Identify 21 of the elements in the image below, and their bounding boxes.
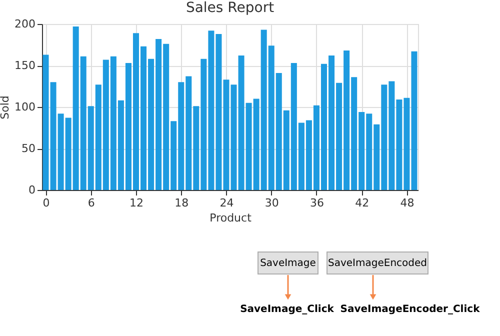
y-tick-label: 50 [22, 142, 36, 155]
text: SaveImage [260, 258, 316, 269]
x-tick-label: 18 [174, 196, 189, 210]
x-axis-title: Product [210, 212, 252, 224]
text: SaveImage_Click [240, 304, 334, 315]
x-tick-label: 6 [88, 196, 95, 210]
text: SaveImageEncoded [328, 258, 427, 269]
x-tick-label: 42 [355, 196, 370, 210]
x-tick-label: 24 [220, 196, 234, 210]
text: SaveImageEncoder_Click [340, 304, 480, 315]
y-tick-label: 200 [14, 18, 36, 30]
x-tick-label: 30 [264, 196, 279, 210]
x-tick-label: 0 [42, 196, 50, 210]
x-tick-label: 48 [400, 196, 414, 210]
x-tick-label: 12 [130, 196, 144, 210]
y-tick-label: 150 [14, 59, 36, 72]
y-tick-label: 100 [14, 100, 36, 114]
chart-title: Sales Report [186, 0, 275, 16]
y-tick-label: 0 [28, 184, 36, 196]
x-tick-label: 36 [310, 196, 324, 210]
y-axis-title: Sold [0, 96, 12, 120]
